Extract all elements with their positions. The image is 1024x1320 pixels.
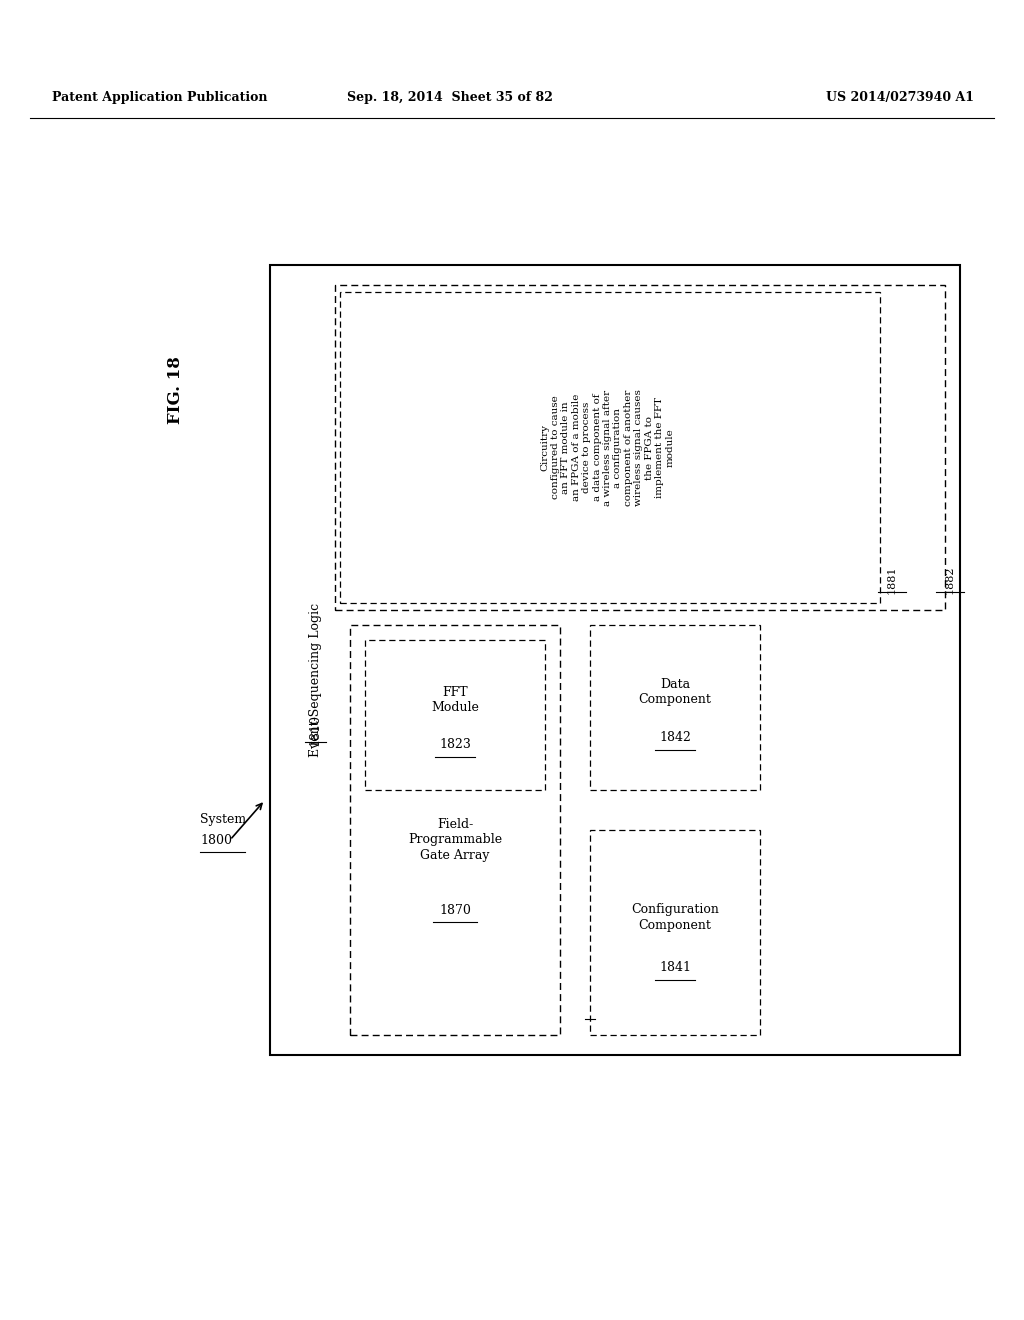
Text: Circuitry
configured to cause
an FFT module in
an FPGA of a mobile
device to pro: Circuitry configured to cause an FFT mod… [541,389,675,506]
Bar [335,285,945,610]
Bar [350,624,560,1035]
Bar [270,265,961,1055]
Text: Data
Component: Data Component [639,678,712,706]
Text: Event-Sequencing Logic: Event-Sequencing Logic [308,603,322,758]
Text: 1841: 1841 [659,961,691,974]
Bar [590,624,760,789]
Text: FIG. 18: FIG. 18 [167,356,183,424]
Text: System: System [200,813,246,826]
Text: 1881: 1881 [887,566,897,594]
Bar [590,830,760,1035]
Text: Patent Application Publication: Patent Application Publication [52,91,267,104]
Text: 1870: 1870 [439,903,471,916]
Text: FFT
Module: FFT Module [431,686,479,714]
Text: 1882: 1882 [945,566,955,594]
Text: US 2014/0273940 A1: US 2014/0273940 A1 [826,91,974,104]
Bar [340,292,880,603]
Text: 1810: 1810 [308,714,322,746]
Text: Field-
Programmable
Gate Array: Field- Programmable Gate Array [408,818,502,862]
Text: 1800: 1800 [200,833,232,846]
Bar [365,640,545,789]
Text: Configuration
Component: Configuration Component [631,903,719,932]
Text: 1823: 1823 [439,738,471,751]
Text: 1842: 1842 [659,731,691,744]
Text: Sep. 18, 2014  Sheet 35 of 82: Sep. 18, 2014 Sheet 35 of 82 [347,91,553,104]
